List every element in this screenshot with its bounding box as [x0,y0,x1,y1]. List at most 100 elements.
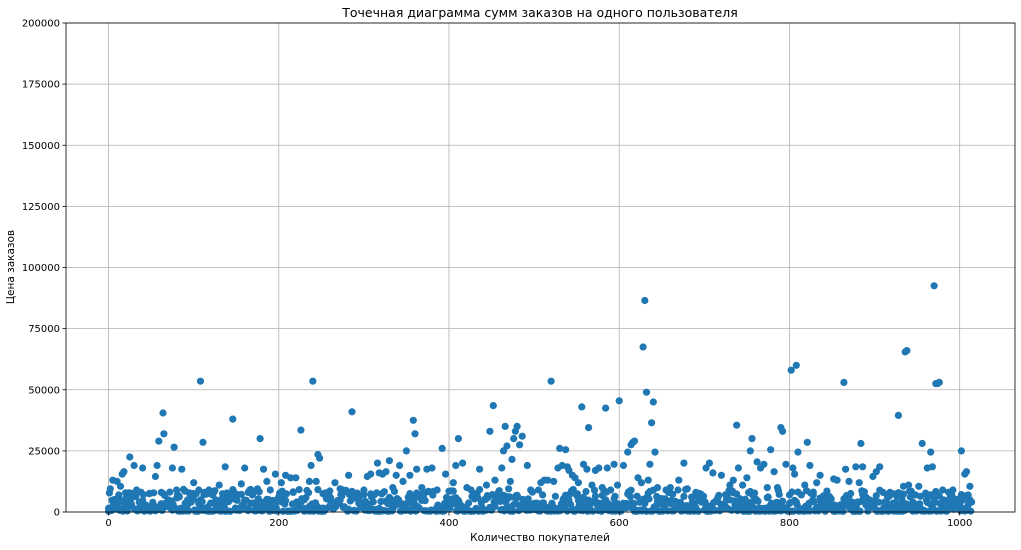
data-point [615,397,623,405]
data-point [574,479,583,487]
data-point [801,481,809,489]
data-point [130,461,138,470]
data-point [602,404,610,412]
data-point [390,487,399,495]
x-tick-label: 0 [105,518,111,529]
data-point [120,468,128,476]
data-point [649,486,657,494]
data-point [680,492,688,500]
data-point [760,460,768,468]
data-point [153,461,161,470]
data-point [767,446,775,454]
data-point [544,476,552,484]
y-tick-label: 125000 [22,202,60,213]
data-point [637,479,646,487]
data-point [402,447,410,455]
data-point [816,471,824,479]
data-point [185,507,193,515]
data-point [454,435,462,443]
data-point [855,479,863,487]
data-point [627,486,635,494]
data-point [847,489,855,498]
data-point [255,488,263,496]
data-point [160,430,168,438]
x-tick-label: 600 [610,518,629,529]
data-point [509,507,517,515]
data-point [648,419,656,427]
data-point [682,485,690,494]
x-axis-ticks: 0 200 400 600 800 1000 [105,512,972,529]
data-point [619,461,628,470]
data-point [646,460,654,468]
data-point [810,497,818,506]
data-point [256,435,264,443]
y-tick-label: 150000 [22,141,60,152]
data-point [196,377,205,385]
data-point [602,488,611,496]
data-point [641,296,649,305]
data-point [198,498,206,506]
data-point [669,490,677,498]
chart-title: Точечная диаграмма сумм заказов на одног… [341,5,738,20]
data-point [787,366,795,374]
data-point [789,464,797,472]
data-point [263,477,271,485]
data-point [709,469,717,477]
data-point [788,488,796,496]
data-point [782,460,790,468]
data-point [409,416,417,424]
data-point [132,492,140,500]
data-point [237,480,245,488]
data-point [899,490,908,498]
data-point [779,497,787,505]
data-point [551,492,560,500]
data-point [438,444,446,452]
data-point [369,498,377,506]
data-point [166,488,174,496]
data-point [380,488,388,496]
data-point [465,499,473,507]
data-point [161,491,169,499]
data-point [116,482,125,490]
data-point [734,464,743,472]
data-point [944,504,952,512]
y-tick-label: 100000 [22,263,60,274]
y-axis-label: Цена заказов [5,230,17,304]
data-point [178,465,186,473]
data-point [314,486,322,494]
data-point [876,486,884,494]
data-point [139,464,147,472]
data-point [791,470,799,478]
x-axis-label: Количество покупателей [470,532,610,544]
data-point [705,459,714,467]
data-point [225,498,233,506]
data-point [610,460,618,468]
data-point [259,465,268,473]
data-point [613,481,622,489]
data-point [449,479,457,487]
data-point [813,479,821,487]
data-point [674,486,682,494]
data-point [839,507,847,515]
data-point [237,490,245,498]
data-point [966,482,974,490]
data-point [105,489,113,497]
data-point [905,481,913,489]
data-point [184,500,192,508]
data-point [229,415,237,423]
data-point [585,424,593,432]
data-point [794,488,802,496]
data-point [241,464,249,472]
data-point [411,430,419,438]
data-point [806,461,814,470]
data-point [428,464,436,472]
data-point [590,486,599,494]
data-points [105,282,976,515]
data-point [694,507,703,515]
data-point [676,498,685,506]
data-point [430,487,438,495]
data-point [680,459,688,467]
data-point [957,447,966,455]
data-point [271,470,279,478]
data-point [751,489,759,497]
